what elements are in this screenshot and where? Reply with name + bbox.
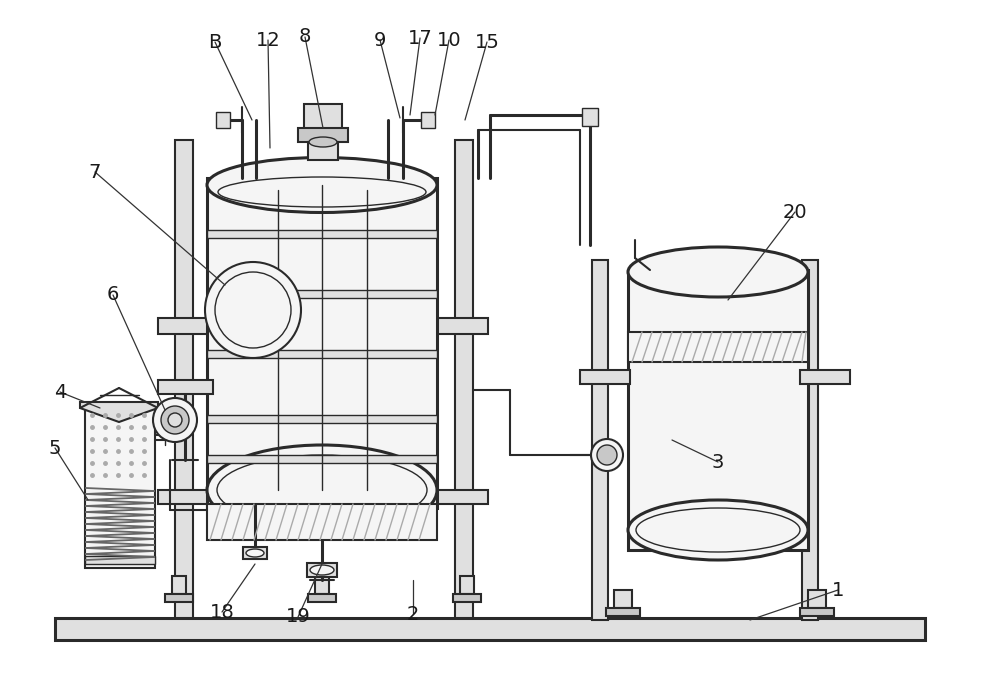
- Bar: [85, 408, 155, 568]
- Circle shape: [215, 272, 291, 348]
- Ellipse shape: [628, 500, 808, 560]
- Bar: [421, 112, 435, 128]
- Bar: [800, 370, 850, 384]
- Bar: [592, 260, 608, 620]
- Bar: [455, 140, 473, 618]
- Ellipse shape: [218, 177, 426, 207]
- Bar: [308, 142, 338, 160]
- Bar: [628, 332, 808, 362]
- Ellipse shape: [636, 508, 800, 552]
- Circle shape: [161, 406, 189, 434]
- Bar: [460, 576, 474, 594]
- Bar: [158, 318, 488, 334]
- Text: 15: 15: [475, 33, 499, 52]
- Text: 8: 8: [299, 28, 311, 47]
- Bar: [207, 230, 437, 238]
- Bar: [606, 608, 640, 616]
- Text: 5: 5: [49, 438, 61, 457]
- Ellipse shape: [628, 247, 808, 297]
- Bar: [308, 594, 336, 602]
- Bar: [207, 455, 437, 463]
- Bar: [175, 140, 193, 618]
- Bar: [628, 270, 808, 550]
- Text: 4: 4: [54, 383, 66, 402]
- Bar: [243, 547, 267, 559]
- Bar: [85, 556, 155, 564]
- Text: 10: 10: [437, 31, 461, 49]
- Ellipse shape: [207, 157, 437, 212]
- Ellipse shape: [309, 137, 337, 147]
- Bar: [158, 490, 488, 504]
- Ellipse shape: [246, 549, 264, 557]
- Text: 6: 6: [107, 285, 119, 305]
- Text: 20: 20: [783, 203, 807, 221]
- Text: 12: 12: [256, 31, 280, 49]
- Circle shape: [597, 445, 617, 465]
- Bar: [55, 618, 925, 640]
- Circle shape: [591, 439, 623, 471]
- Bar: [207, 178, 437, 508]
- Circle shape: [205, 262, 301, 358]
- Bar: [216, 112, 230, 128]
- Ellipse shape: [207, 445, 437, 535]
- Text: 17: 17: [408, 29, 432, 47]
- Bar: [808, 590, 826, 608]
- Bar: [307, 563, 337, 577]
- Bar: [304, 104, 342, 132]
- Circle shape: [168, 413, 182, 427]
- Bar: [453, 594, 481, 602]
- Bar: [614, 590, 632, 608]
- Bar: [207, 504, 437, 540]
- Text: 18: 18: [210, 603, 234, 622]
- Bar: [207, 290, 437, 298]
- Polygon shape: [80, 402, 158, 422]
- Text: 3: 3: [712, 452, 724, 471]
- Text: 9: 9: [374, 31, 386, 49]
- Bar: [172, 576, 186, 594]
- Text: 1: 1: [832, 580, 844, 599]
- Bar: [158, 380, 213, 394]
- Bar: [802, 260, 818, 620]
- Text: 19: 19: [286, 608, 310, 626]
- Ellipse shape: [217, 455, 427, 525]
- Bar: [207, 415, 437, 423]
- Text: B: B: [208, 33, 222, 52]
- Bar: [580, 370, 630, 384]
- Bar: [207, 350, 437, 358]
- Ellipse shape: [310, 565, 334, 575]
- Text: 2: 2: [407, 605, 419, 624]
- Bar: [298, 128, 348, 142]
- Bar: [165, 594, 193, 602]
- Circle shape: [153, 398, 197, 442]
- Bar: [800, 608, 834, 616]
- Bar: [582, 108, 598, 126]
- Bar: [315, 576, 329, 594]
- Text: 7: 7: [89, 162, 101, 182]
